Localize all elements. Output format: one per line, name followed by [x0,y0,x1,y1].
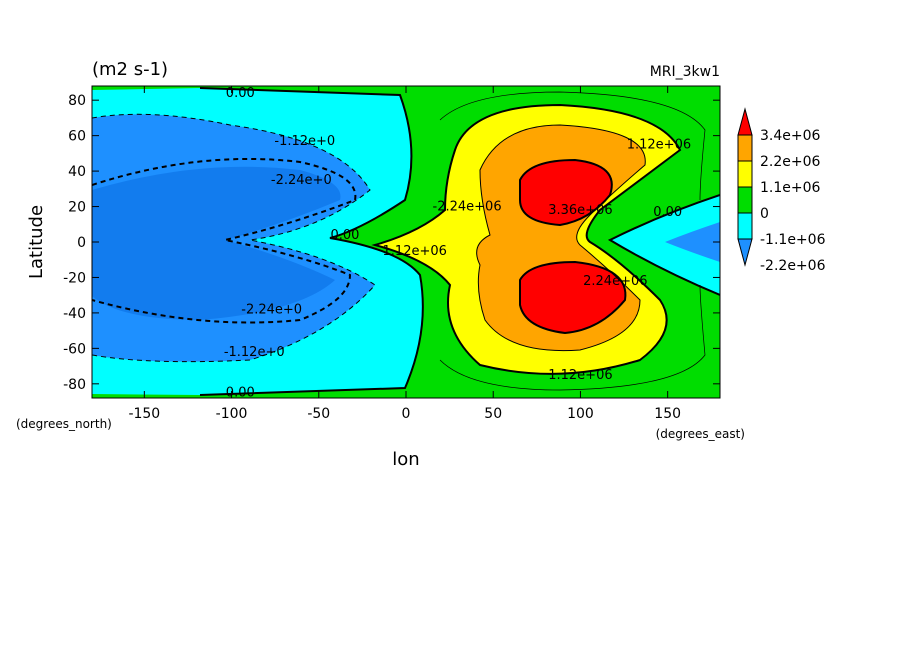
y-axis-label: Latitude [26,205,47,279]
contour-label: 0.00 [653,205,682,220]
x-tick-label: -100 [216,406,248,422]
legend-arrow-low [737,238,753,267]
legend-label: 2.2e+06 [760,154,821,170]
legend-swatch [737,212,753,240]
legend-swatch [737,186,753,214]
x-tick-label: -50 [307,406,330,422]
contour-label: -2.24e+06 [433,200,502,215]
legend-label: -1.1e+06 [760,232,826,248]
y-tick-label: 40 [68,164,86,180]
contour-fill-pos3a [520,160,612,225]
plot-area [92,86,720,398]
contour-label: 1.12e+06 [627,138,691,153]
contour-fill-east-blue [665,222,720,262]
contour-label: 3.36e+06 [548,203,612,218]
contour-label: 0.00 [330,228,359,243]
y-tick-label: -20 [63,270,86,286]
contour-fill-east-cyan [610,195,720,295]
y-axis-units: (degrees_north) [16,417,112,431]
contour-fill-pos3b [520,262,626,333]
x-axis-label: lon [392,449,419,470]
contour-line-pos3b [519,260,627,335]
y-tick-label: -80 [63,377,86,393]
x-tick-label: 0 [402,406,411,422]
legend-label: -2.2e+06 [760,258,826,274]
contour-label: 0.00 [226,386,255,401]
y-tick-label: 60 [68,129,86,145]
contour-line-neg-dashed [92,113,376,363]
contour-label: 1.12e+06 [383,244,447,259]
contour-line-thin-outer [439,91,706,201]
y-tick-label: -60 [63,341,86,357]
contour-label: -2.24e+0 [271,173,332,188]
contour-line-pos1 [371,103,682,375]
legend: 3.4e+06 2.2e+06 1.1e+06 0 -1.1e+06 -2.2e+06 [737,107,826,274]
legend-label: 0 [760,206,769,222]
x-tick-label: 150 [654,406,681,422]
x-tick-label: -150 [128,406,160,422]
x-tick-label: 50 [484,406,502,422]
x-tick-label: 100 [567,406,594,422]
y-tick-label: -40 [63,306,86,322]
contour-label: 2.24e+06 [583,274,647,289]
contour-label: -1.12e+0 [274,134,335,149]
x-axis-units: (degrees_east) [656,427,745,441]
contour-line-neg2-dashed [92,157,357,324]
contour-line-zero-west [199,87,424,396]
legend-swatch [737,160,753,188]
y-tick-label: 80 [68,93,86,109]
chart-title: (m2 s-1) [92,59,168,80]
y-tick-label: 20 [68,200,86,216]
contour-line-zero-east [607,194,720,296]
contour-fill-neg3b [92,166,341,320]
chart-subtitle: MRI_3kw1 [650,64,720,80]
legend-swatch [737,134,753,162]
legend-label: 3.4e+06 [760,128,821,144]
legend-arrow-high [737,107,753,136]
legend-label: 1.1e+06 [760,180,821,196]
contour-line-pos2 [476,124,646,352]
contour-label: -1.12e+0 [224,345,285,360]
contour-line-pos3a [519,158,613,227]
y-tick-label: 0 [77,235,86,251]
contour-line-thin-outer-s [439,284,706,391]
contour-label: -2.24e+0 [241,302,302,317]
contour-label: 0.00 [226,86,255,101]
contour-label: 1.12e+06 [548,368,612,383]
